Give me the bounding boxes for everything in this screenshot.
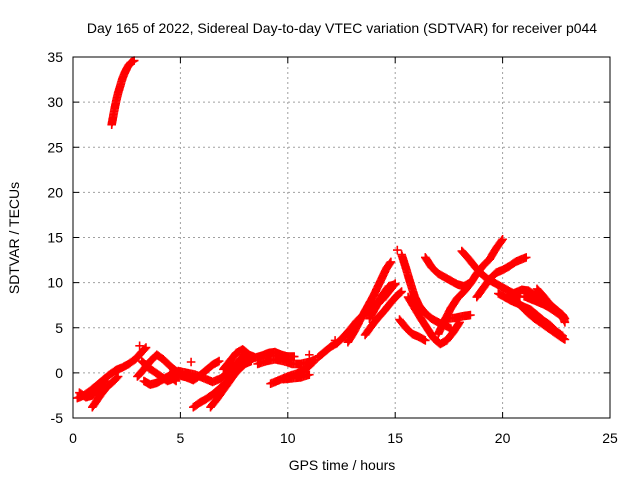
x-tick-label: 0 [69, 430, 77, 446]
x-tick-label: 5 [177, 430, 185, 446]
data-point [397, 287, 406, 296]
y-tick-label: 25 [47, 139, 63, 155]
data-point [466, 310, 475, 320]
series-arc-early [107, 56, 139, 129]
y-tick-label: 15 [47, 230, 63, 246]
data-point [308, 358, 317, 368]
x-tick-label: 20 [495, 430, 511, 446]
data-point [170, 375, 180, 385]
data-point [289, 352, 299, 361]
y-tick-label: -5 [51, 410, 64, 426]
data-point [214, 356, 224, 366]
data-point [112, 373, 122, 382]
series-arc-20 [395, 315, 430, 345]
data-point [385, 258, 395, 268]
x-tick-label: 15 [387, 430, 403, 446]
data-point [498, 235, 507, 244]
data-point [305, 370, 314, 379]
series-arc-23 [442, 310, 475, 323]
chart-title: Day 165 of 2022, Sidereal Day-to-day VTE… [87, 20, 597, 36]
data-point [521, 253, 531, 262]
axis-tick-labels: 0 5 10 15 20 25 -5 0 5 10 15 20 25 30 35 [47, 49, 618, 446]
grid-lines [73, 57, 610, 418]
data-point [135, 341, 144, 351]
series-arc-13 [279, 370, 314, 384]
x-tick-label: 10 [280, 430, 296, 446]
y-axis-label: SDTVAR / TECUs [6, 182, 22, 294]
data-point [534, 294, 544, 304]
x-tick-label: 25 [602, 430, 618, 446]
data-point [113, 372, 123, 381]
series-arc-19 [403, 292, 464, 349]
series-arc-10 [219, 345, 299, 374]
data-point [396, 288, 405, 297]
series-arc-30 [504, 285, 544, 304]
data-point [386, 257, 396, 267]
data-points [73, 56, 570, 412]
x-axis-label: GPS time / hours [289, 457, 396, 473]
data-point [305, 350, 314, 360]
axis-ticks [72, 56, 611, 419]
data-point [186, 357, 196, 367]
series-arc-29 [532, 284, 570, 323]
series-arc-07 [165, 350, 250, 387]
y-tick-label: 30 [47, 94, 63, 110]
series-arc-15 [343, 257, 396, 347]
data-point [560, 335, 570, 344]
y-tick-label: 35 [47, 49, 63, 65]
data-point [393, 245, 402, 255]
data-point [100, 376, 110, 386]
series-scatter-singles [135, 245, 402, 367]
y-tick-label: 20 [47, 184, 63, 200]
y-tick-label: 0 [55, 365, 63, 381]
series-arc-17 [365, 280, 400, 323]
series-arc-03 [88, 372, 123, 412]
data-point [330, 336, 340, 345]
data-point [390, 280, 400, 289]
data-point [309, 357, 318, 367]
data-point [171, 376, 181, 386]
y-tick-label: 10 [47, 275, 63, 291]
series-arc-16 [360, 287, 406, 340]
series-arc-25 [472, 253, 531, 302]
data-point [129, 56, 139, 65]
series-arc-02 [75, 376, 110, 402]
y-tick-label: 5 [55, 320, 63, 336]
data-point [421, 336, 430, 345]
series-arc-27 [511, 296, 570, 344]
data-point [533, 293, 543, 303]
data-point [141, 343, 151, 352]
data-point [560, 314, 570, 323]
data-point [140, 344, 150, 353]
data-point [99, 377, 109, 387]
data-point [497, 236, 506, 245]
